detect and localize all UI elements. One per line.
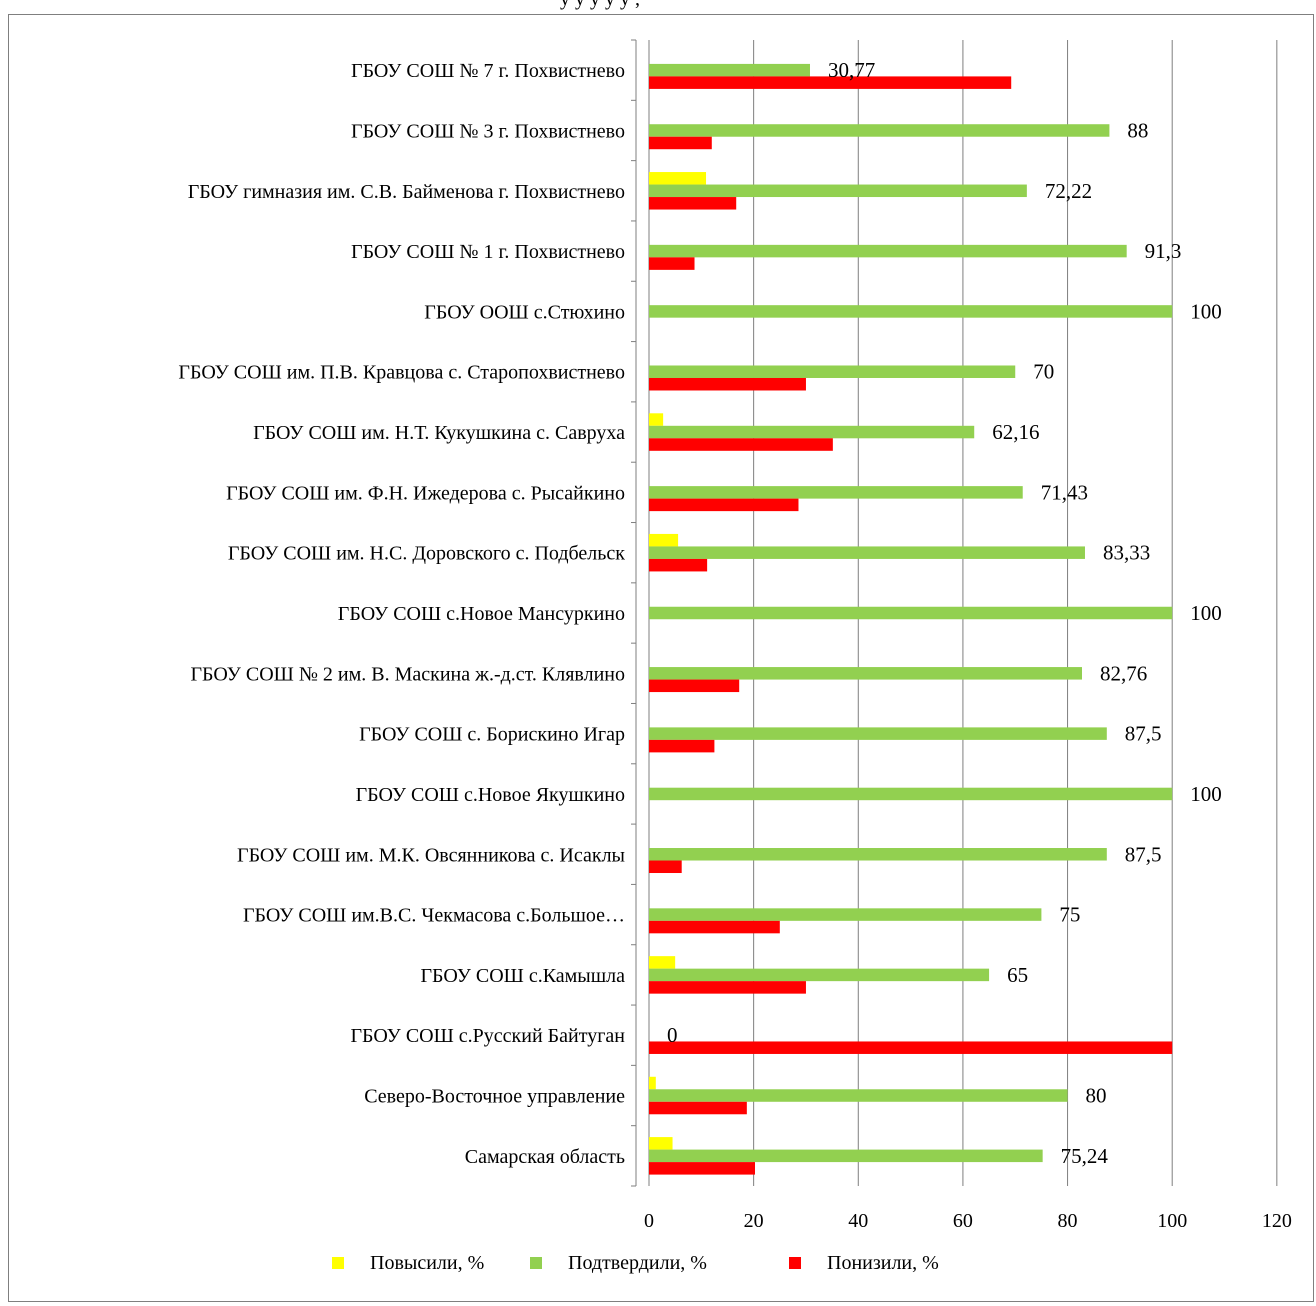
bar-down bbox=[649, 679, 740, 693]
x-tick-label-80: 80 bbox=[1058, 1210, 1078, 1232]
category-label: ГБОУ СОШ № 2 им. В. Маскина ж.-д.ст. Кля… bbox=[190, 663, 625, 685]
category-label: ГБОУ ООШ с.Стюхино bbox=[424, 301, 625, 323]
x-tick-label-20: 20 bbox=[744, 1210, 764, 1232]
bar-confirmed bbox=[649, 667, 1083, 680]
bar-confirmed bbox=[649, 365, 1016, 378]
bar-confirmed bbox=[649, 848, 1107, 861]
bar-down bbox=[649, 1041, 1173, 1054]
bar-confirmed bbox=[649, 124, 1110, 137]
x-tick-label-40: 40 bbox=[848, 1210, 868, 1232]
bar-down bbox=[649, 76, 1012, 89]
category-label: ГБОУ СОШ им. Ф.Н. Ижедерова с. Рысайкино bbox=[226, 482, 625, 504]
bar-down bbox=[649, 981, 806, 994]
bar-confirmed bbox=[649, 184, 1027, 198]
bar-down bbox=[649, 860, 682, 874]
bar-confirmed bbox=[649, 244, 1127, 258]
bar-confirmed bbox=[649, 787, 1173, 801]
data-label: 100 bbox=[1190, 299, 1222, 323]
bar-confirmed bbox=[649, 486, 1023, 499]
data-label: 65 bbox=[1007, 963, 1028, 987]
data-label: 88 bbox=[1127, 118, 1148, 142]
bar-down bbox=[649, 498, 799, 512]
bar-down bbox=[649, 920, 780, 934]
data-label: 75 bbox=[1059, 903, 1080, 927]
legend-swatch-1 bbox=[530, 1257, 542, 1269]
bar-confirmed bbox=[649, 546, 1085, 559]
bar-down bbox=[649, 1162, 756, 1175]
category-label: ГБОУ СОШ им.В.С. Чекмасова с.Большое… bbox=[243, 905, 625, 927]
category-label: ГБОУ СОШ им. М.К. Овсянникова с. Исаклы bbox=[237, 844, 625, 866]
bar-down bbox=[649, 438, 833, 451]
data-label: 83,33 bbox=[1103, 541, 1150, 565]
bar-down bbox=[649, 558, 708, 572]
bar-up bbox=[649, 1076, 656, 1090]
legend-label-1: Подтвердили, % bbox=[568, 1252, 707, 1274]
bar-confirmed bbox=[649, 1149, 1043, 1163]
data-label: 70 bbox=[1033, 360, 1054, 384]
legend-swatch-2 bbox=[789, 1257, 801, 1269]
category-label: ГБОУ СОШ с.Камышла bbox=[420, 965, 625, 987]
legend-swatch-0 bbox=[332, 1257, 344, 1269]
x-tick-label-100: 100 bbox=[1157, 1210, 1187, 1232]
bar-confirmed bbox=[649, 968, 990, 982]
data-label: 0 bbox=[667, 1023, 678, 1047]
bar-confirmed bbox=[649, 606, 1173, 620]
data-label: 72,22 bbox=[1045, 179, 1092, 203]
data-label: 62,16 bbox=[992, 420, 1039, 444]
x-tick-label-60: 60 bbox=[953, 1210, 973, 1232]
category-label: Северо-Восточное управление bbox=[364, 1086, 625, 1108]
bar-up bbox=[649, 956, 676, 969]
bar-up bbox=[649, 413, 664, 426]
data-label: 80 bbox=[1086, 1084, 1107, 1108]
cropped-caption-text: у у у у у , bbox=[560, 0, 640, 11]
data-label: 82,76 bbox=[1100, 661, 1147, 685]
bar-down bbox=[649, 257, 695, 270]
bar-confirmed bbox=[649, 305, 1173, 318]
bar-down bbox=[649, 739, 715, 753]
category-label: ГБОУ СОШ им. Н.С. Доровского с. Подбельс… bbox=[228, 543, 625, 565]
category-label: ГБОУ СОШ № 3 г. Похвистнево bbox=[351, 120, 625, 142]
data-label: 91,3 bbox=[1145, 239, 1182, 263]
data-label: 87,5 bbox=[1125, 842, 1162, 866]
bar-confirmed bbox=[649, 727, 1107, 740]
bar-up bbox=[649, 533, 679, 547]
category-label: ГБОУ СОШ с.Новое Мансуркино bbox=[338, 603, 625, 625]
bar-confirmed bbox=[649, 1089, 1068, 1102]
bar-confirmed bbox=[649, 908, 1042, 921]
bar-confirmed bbox=[649, 425, 975, 439]
data-label: 87,5 bbox=[1125, 722, 1162, 746]
category-label: ГБОУ СОШ им. П.В. Кравцова с. Старопохви… bbox=[178, 362, 625, 384]
bar-down bbox=[649, 197, 737, 210]
x-tick-label-120: 120 bbox=[1262, 1210, 1292, 1232]
chart-frame bbox=[8, 14, 1314, 1302]
category-label: ГБОУ СОШ с. Борискино Игар bbox=[359, 724, 625, 746]
x-tick-label-0: 0 bbox=[644, 1210, 654, 1232]
bar-up bbox=[649, 172, 707, 185]
legend-label-0: Повысили, % bbox=[370, 1252, 484, 1274]
category-label: ГБОУ СОШ № 1 г. Похвистнево bbox=[351, 241, 625, 263]
data-label: 100 bbox=[1190, 601, 1222, 625]
category-label: ГБОУ СОШ № 7 г. Похвистнево bbox=[351, 60, 625, 82]
bar-up bbox=[649, 1137, 673, 1150]
bar-down bbox=[649, 377, 806, 391]
legend-label-2: Понизили, % bbox=[827, 1252, 939, 1274]
data-label: 71,43 bbox=[1041, 480, 1088, 504]
data-label: 100 bbox=[1190, 782, 1222, 806]
category-label: ГБОУ СОШ с.Русский Байтуган bbox=[350, 1025, 625, 1047]
category-label: ГБОУ СОШ с.Новое Якушкино bbox=[356, 784, 625, 806]
bar-confirmed bbox=[649, 63, 810, 77]
bar-down bbox=[649, 136, 712, 150]
category-label: Самарская область bbox=[465, 1146, 625, 1168]
category-label: ГБОУ гимназия им. С.В. Байменова г. Похв… bbox=[188, 181, 625, 203]
category-label: ГБОУ СОШ им. Н.Т. Кукушкина с. Савруха bbox=[253, 422, 625, 444]
bar-down bbox=[649, 1101, 747, 1115]
data-label: 75,24 bbox=[1061, 1144, 1109, 1168]
data-label: 30,77 bbox=[828, 58, 875, 82]
